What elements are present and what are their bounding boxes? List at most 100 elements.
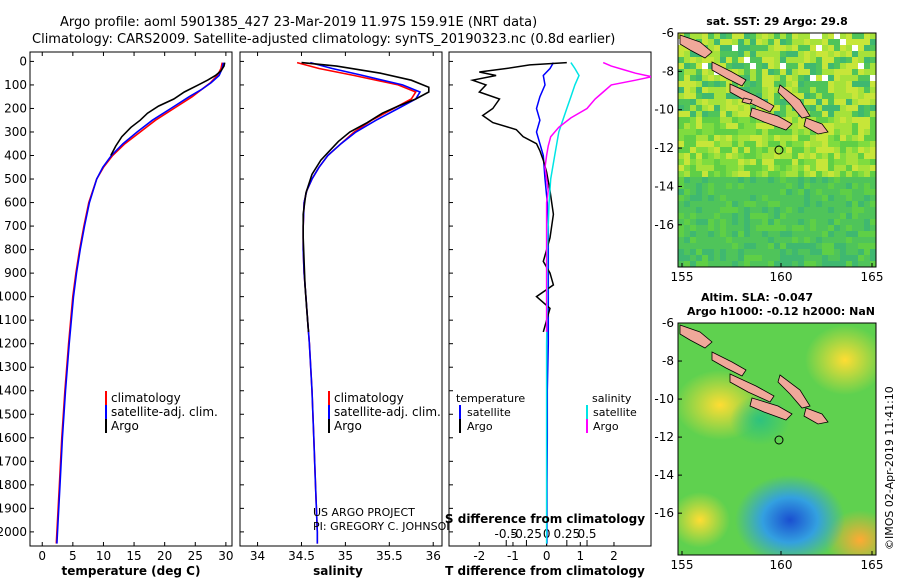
island-guadalcanal [749, 397, 793, 421]
legend-climatology: climatology [334, 391, 404, 405]
title-line-1: Argo profile: aoml 5901385_427 23-Mar-20… [60, 15, 537, 30]
x-tick-label: 36 [426, 549, 441, 563]
sla-map-field [678, 323, 876, 555]
legend-climatology: climatology [111, 391, 181, 405]
lat-tick-label: -10 [654, 392, 674, 406]
depth-tick-labels: 0 100 200 300 400 500 600 700 800 900 1000 1100 1200… [0, 54, 34, 539]
lat-tick-label: -16 [654, 218, 674, 232]
difference-x2-ticks: -0.5-0.25 0 0.250.5 [495, 527, 597, 546]
difference-axes-frame [448, 51, 652, 547]
x-tick-label: 1 [576, 549, 584, 563]
series-salinity-argo [544, 61, 651, 332]
lat-tick-label: -6 [662, 26, 674, 40]
salinity-lines [296, 61, 430, 544]
island-isabel [729, 83, 775, 113]
depth-tick-label: 2000 [0, 525, 27, 539]
legend-salinity-title: salinity [592, 392, 632, 405]
depth-tick-label: 1500 [0, 407, 27, 421]
depth-tick-label: 500 [4, 172, 27, 186]
x-tick-label: 30 [218, 549, 233, 563]
temperature-panel: 0100200300400500600700800900100011001200… [0, 51, 234, 578]
lon-tick-label: 155 [671, 558, 694, 572]
lon-tick-label: 165 [861, 558, 884, 572]
depth-tick-label: 900 [4, 266, 27, 280]
legend-t-satellite: satellite [467, 406, 511, 419]
lon-tick-label: 160 [770, 270, 793, 284]
island-malaita [777, 84, 811, 119]
temperature-x-ticks: 0 5 10 15 20 25 30 [38, 52, 234, 563]
x-tick-label: 25 [188, 549, 203, 563]
lat-tick-label: -8 [662, 64, 674, 78]
lat-tick-label: -12 [654, 141, 674, 155]
x-tick-label: 34.5 [288, 549, 315, 563]
island-choiseul [711, 61, 747, 87]
series-temperature-argo [469, 61, 567, 333]
x-tick-label: 0 [38, 549, 46, 563]
x-tick-label: 20 [157, 549, 172, 563]
island-guadalcanal [749, 107, 793, 131]
depth-tick-label: 1200 [0, 337, 27, 351]
island-malaita [777, 374, 811, 409]
legend-t-argo: Argo [467, 420, 493, 433]
lon-tick-label: 160 [770, 558, 793, 572]
x-tick-label: 35 [338, 549, 353, 563]
series-argo [110, 62, 226, 156]
salinity-legend: climatology satellite-adj. clim. Argo [328, 391, 441, 433]
difference-x-ticks: -2 -1 0 1 2 [449, 60, 618, 563]
temperature-x-label: temperature (deg C) [62, 564, 201, 578]
x-tick-label: 34 [250, 549, 265, 563]
x2-tick-label: 0.25 [553, 527, 580, 541]
depth-tick-label: 1400 [0, 384, 27, 398]
land-masses [679, 34, 829, 135]
lon-tick-label: 155 [671, 270, 694, 284]
sst-map-field [678, 33, 876, 267]
sla-map-ticks: 155 160 165 -6 -8 -10 -12 -14 -16 [654, 316, 883, 572]
argo-position-marker [774, 145, 784, 155]
depth-tick-label: 1600 [0, 431, 27, 445]
temperature-lines [55, 62, 226, 544]
difference-lines [469, 61, 651, 544]
series-argo [301, 61, 430, 332]
lat-tick-label: -6 [662, 316, 674, 330]
depth-tick-label: 600 [4, 196, 27, 210]
x-tick-label: -1 [507, 549, 519, 563]
land-masses [679, 324, 829, 425]
salinity-x-ticks: 34 34.5 35 35.5 36 [240, 52, 441, 563]
series-satellite-adj-clim- [56, 62, 225, 544]
argo-position-marker [774, 435, 784, 445]
legend-satellite: satellite-adj. clim. [334, 405, 441, 419]
x-tick-label: -2 [473, 549, 485, 563]
depth-tick-label: 1800 [0, 478, 27, 492]
credit-pi: PI: GREGORY C. JOHNSON [313, 520, 454, 533]
sst-map-frame [677, 32, 877, 268]
depth-tick-label: 1300 [0, 360, 27, 374]
island-small [741, 97, 753, 105]
temperature-axes-frame [29, 51, 233, 547]
depth-tick-label: 700 [4, 219, 27, 233]
x-tick-label: 0 [543, 549, 551, 563]
depth-tick-label: 0 [19, 54, 27, 68]
lat-tick-label: -10 [654, 103, 674, 117]
x-tick-label: 5 [69, 549, 77, 563]
credit-project: US ARGO PROJECT [313, 506, 415, 519]
x2-tick-label: -0.5 [495, 527, 518, 541]
x-tick-label: 10 [96, 549, 111, 563]
depth-tick-label: 800 [4, 243, 27, 257]
lat-tick-label: -16 [654, 506, 674, 520]
depth-tick-label: 300 [4, 125, 27, 139]
difference-legend: temperature satellite Argo salinity sate… [456, 392, 637, 433]
x2-tick-label: -0.25 [511, 527, 542, 541]
lat-tick-label: -8 [662, 354, 674, 368]
legend-argo: Argo [334, 419, 362, 433]
island-bougainville [679, 324, 713, 349]
difference-panel: -2 -1 0 1 2 -0.5-0.25 0 0.250.5 S difference f… [445, 51, 652, 578]
sla-map-title-2: Argo h1000: -0.12 h2000: NaN [687, 305, 875, 318]
island-makira [803, 407, 829, 425]
sst-map-title: sat. SST: 29 Argo: 29.8 [706, 15, 848, 28]
title-line-2: Climatology: CARS2009. Satellite-adjuste… [32, 32, 615, 47]
legend-s-satellite: satellite [593, 406, 637, 419]
legend-argo: Argo [111, 419, 139, 433]
imos-credit: ©IMOS 02-Apr-2019 11:41:10 [883, 386, 896, 550]
depth-tick-label: 400 [4, 149, 27, 163]
x-tick-label: 35.5 [376, 549, 403, 563]
